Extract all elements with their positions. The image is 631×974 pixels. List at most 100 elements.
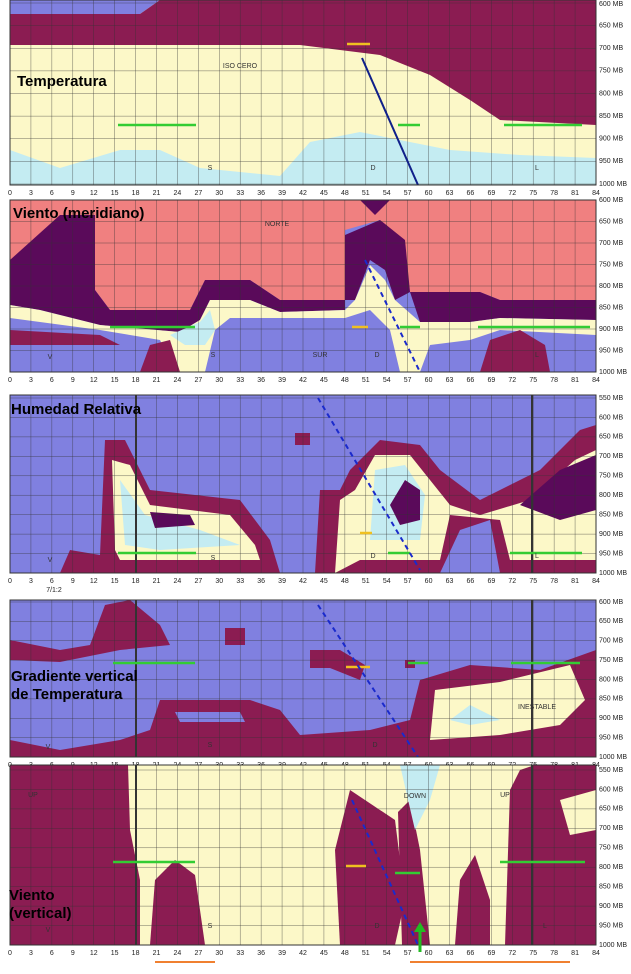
x-tick-label: 75 <box>529 377 537 384</box>
region-label: ISO CERO <box>223 63 258 70</box>
y-tick-label: 650 MB <box>599 618 623 625</box>
x-tick-label: 57 <box>404 190 412 197</box>
x-tick-label: 51 <box>362 190 370 197</box>
panel-title: Temperatura <box>17 73 107 90</box>
region-label: D <box>370 553 375 560</box>
region-label: S <box>208 165 213 172</box>
x-tick-label: 15 <box>111 377 119 384</box>
x-tick-label: 21 <box>153 190 161 197</box>
region-label: S <box>208 742 213 749</box>
trend-line <box>364 259 421 372</box>
y-tick-label: 1000 MB <box>599 369 627 376</box>
x-tick-label: 0 <box>8 950 12 957</box>
x-tick-label: 60 <box>425 950 433 957</box>
x-tick-label: 57 <box>404 377 412 384</box>
region-label: L <box>543 923 547 930</box>
x-tick-label: 81 <box>571 950 579 957</box>
field-region <box>345 220 410 300</box>
y-tick-label: 850 MB <box>599 696 623 703</box>
region-label: L <box>535 553 539 560</box>
x-tick-label: 30 <box>215 578 223 585</box>
x-tick-label: 54 <box>383 950 391 957</box>
x-tick-label: 36 <box>257 377 265 384</box>
x-tick-label: 27 <box>194 190 202 197</box>
x-tick-label: 27 <box>194 950 202 957</box>
x-tick-label: 78 <box>550 950 558 957</box>
panel-frame <box>9 199 597 373</box>
x-tick-label: 33 <box>236 950 244 957</box>
y-tick-label: 550 MB <box>599 395 623 402</box>
y-tick-label: 900 MB <box>599 903 623 910</box>
x-tick-label: 27 <box>194 377 202 384</box>
x-tick-label: 21 <box>153 377 161 384</box>
x-tick-label: 27 <box>194 578 202 585</box>
panel-frame <box>9 394 597 574</box>
y-tick-label: 850 MB <box>599 512 623 519</box>
y-tick-label: 750 MB <box>599 261 623 268</box>
x-tick-label: 81 <box>571 377 579 384</box>
x-tick-label: 69 <box>487 578 495 585</box>
region-label: SUR <box>313 352 328 359</box>
x-tick-label: 48 <box>341 190 349 197</box>
field-region <box>120 480 240 550</box>
x-tick-label: 51 <box>362 578 370 585</box>
y-tick-label: 600 MB <box>599 786 623 793</box>
x-tick-label: 75 <box>529 950 537 957</box>
x-tick-label: 3 <box>29 190 33 197</box>
x-tick-label: 0 <box>8 377 12 384</box>
panel-title: de Temperatura <box>11 686 123 703</box>
y-tick-label: 700 MB <box>599 45 623 52</box>
x-tick-label: 51 <box>362 950 370 957</box>
x-tick-label: 57 <box>404 950 412 957</box>
field-region <box>480 330 550 372</box>
region-label: V <box>46 927 51 934</box>
x-tick-label: 81 <box>571 190 579 197</box>
field-region <box>150 512 195 528</box>
region-label: V <box>46 744 51 751</box>
x-tick-label: 39 <box>278 190 286 197</box>
x-tick-label: 6 <box>50 578 54 585</box>
x-tick-label: 63 <box>446 578 454 585</box>
x-tick-label: 48 <box>341 578 349 585</box>
panel <box>10 765 596 945</box>
x-tick-label: 48 <box>341 950 349 957</box>
field-region <box>140 340 180 372</box>
region-label: UP <box>500 792 510 799</box>
y-tick-label: 750 MB <box>599 657 623 664</box>
x-tick-label: 75 <box>529 578 537 585</box>
x-tick-label: 72 <box>508 950 516 957</box>
x-tick-label: 36 <box>257 578 265 585</box>
region-label: V <box>48 557 53 564</box>
x-tick-label: 75 <box>529 190 537 197</box>
field-region <box>175 712 245 722</box>
y-tick-label: 950 MB <box>599 550 623 557</box>
x-tick-label: 78 <box>550 190 558 197</box>
x-tick-label: 15 <box>111 578 119 585</box>
y-tick-label: 650 MB <box>599 434 623 441</box>
x-tick-label: 72 <box>508 578 516 585</box>
x-tick-label: 9 <box>71 578 75 585</box>
field-region <box>410 292 596 322</box>
panel <box>10 600 596 757</box>
x-tick-label: 21 <box>153 578 161 585</box>
x-tick-label: 3 <box>29 950 33 957</box>
y-tick-label: 850 MB <box>599 884 623 891</box>
x-tick-label: 30 <box>215 377 223 384</box>
x-tick-label: 66 <box>467 950 475 957</box>
x-tick-label: 6 <box>50 950 54 957</box>
panel-title: Viento (meridiano) <box>13 205 144 222</box>
field-region <box>520 455 596 520</box>
field-region <box>10 215 95 290</box>
y-tick-label: 550 MB <box>599 767 623 774</box>
y-tick-label: 1000 MB <box>599 942 627 949</box>
x-tick-label: 63 <box>446 190 454 197</box>
x-tick-label: 36 <box>257 190 265 197</box>
arrow-head <box>414 922 426 932</box>
x-tick-label: 9 <box>71 190 75 197</box>
field-region <box>225 628 245 645</box>
x-tick-label: 39 <box>278 578 286 585</box>
x-tick-label: 36 <box>257 950 265 957</box>
x-tick-label: 3 <box>29 377 33 384</box>
field-region <box>10 0 160 14</box>
